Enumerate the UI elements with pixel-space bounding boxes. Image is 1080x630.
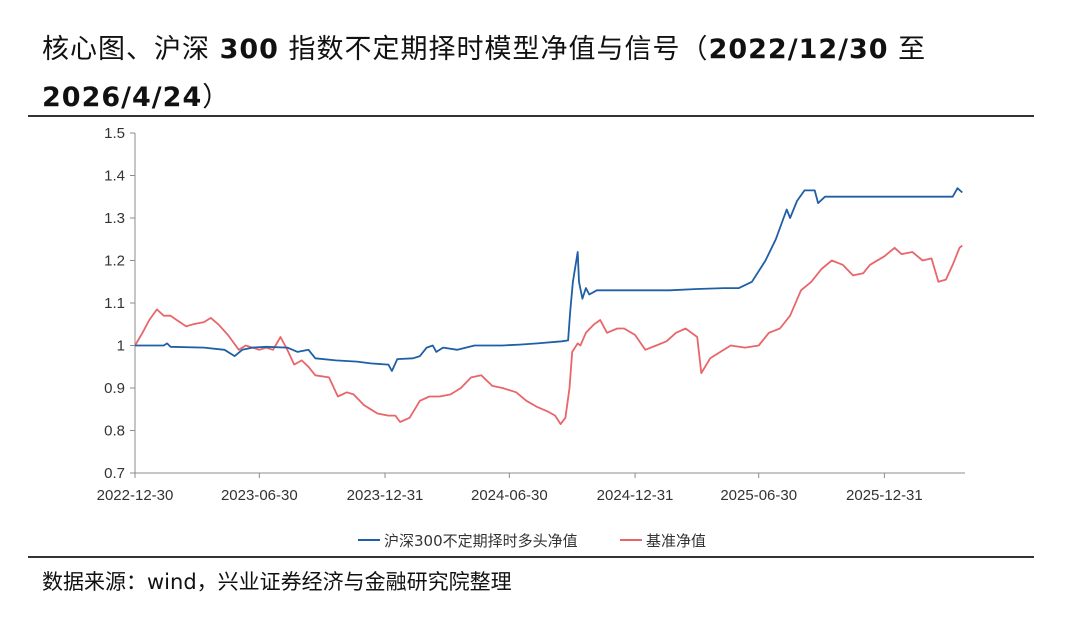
series-layer [134, 187, 963, 425]
title-part: 核心图、沪深 [42, 34, 220, 65]
bottom-divider [28, 556, 1034, 558]
y-tick-label: 1.2 [104, 253, 125, 270]
title-part: 指数不定期择时模型净值与信号（ [278, 34, 709, 65]
y-tick-label: 1.1 [104, 295, 125, 312]
y-tick-label: 0.9 [104, 380, 125, 397]
legend-item-benchmark-label: 基准净值 [646, 532, 706, 550]
source-note: 数据来源：wind，兴业证券经济与金融研究院整理 [42, 570, 512, 594]
chart-legend: 沪深300不定期择时多头净值 基准净值 [358, 532, 706, 550]
legend-item-strategy-label: 沪深300不定期择时多头净值 [384, 532, 578, 550]
title-part-bold: 300 [219, 34, 279, 65]
page-title: 核心图、沪深 300 指数不定期择时模型净值与信号（2022/12/30 至 2… [42, 26, 1042, 122]
title-part: ） [202, 82, 231, 113]
y-tick-label: 0.8 [104, 423, 125, 440]
x-tick-label: 2024-06-30 [471, 487, 548, 504]
x-tick-label: 2024-12-31 [597, 487, 674, 504]
x-tick-label: 2023-12-31 [347, 487, 424, 504]
chart-axes: 1.5 1.4 1.3 1.2 1.1 1 0.9 0.8 0.7 2022-12-30 2023-… [97, 125, 965, 504]
y-tick-label: 1 [117, 338, 125, 355]
title-part-bold: 2026/4/24 [42, 82, 203, 113]
top-divider [28, 115, 1034, 117]
title-part: 至 [888, 34, 927, 65]
y-tick-label: 1.4 [104, 168, 125, 185]
x-tick-label: 2022-12-30 [97, 487, 174, 504]
y-tick-label: 1.3 [104, 210, 125, 227]
y-tick-label: 0.7 [104, 465, 125, 482]
series-line-strategy [135, 187, 963, 372]
series-line-benchmark [134, 244, 963, 425]
title-part-bold: 2022/12/30 [708, 34, 889, 65]
x-tick-label: 2025-12-31 [846, 487, 923, 504]
x-tick-label: 2025-06-30 [720, 487, 797, 504]
x-tick-label: 2023-06-30 [221, 487, 298, 504]
y-tick-label: 1.5 [104, 125, 125, 142]
